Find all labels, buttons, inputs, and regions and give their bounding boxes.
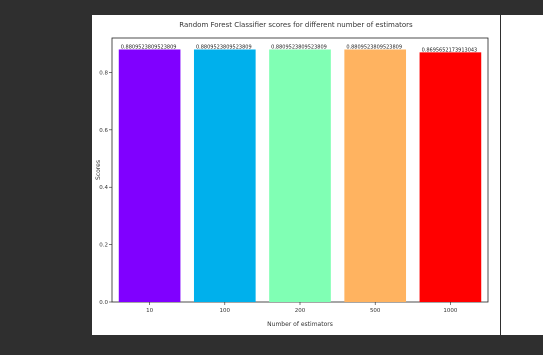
right-edge-border [500,0,501,355]
x-tick-label-1000: 1000 [443,308,457,314]
chart-card: Random Forest Classifier scores for diff… [92,15,500,335]
y-axis-label: Scores [95,160,102,180]
x-tick-label-200: 200 [295,308,306,314]
y-tick-label-4: 0.8 [99,70,108,76]
data-labels-group: 0.8809523809523809 0.8809523809523809 0.88… [121,44,477,53]
x-axis: 10 100 200 500 1000 [146,302,458,314]
data-label-500: 0.8809523809523809 [346,44,402,50]
x-tick-label-10: 10 [146,308,153,314]
chart-title: Random Forest Classifier scores for diff… [179,21,413,29]
bar-100 [193,49,256,303]
data-label-10: 0.8809523809523809 [121,44,177,50]
top-dark-border [0,0,543,15]
bar-1000 [419,52,482,302]
data-label-200: 0.8809523809523809 [271,44,327,50]
y-tick-label-1: 0.2 [99,243,108,249]
bar-500 [344,49,407,303]
bar-200 [269,49,331,303]
bars-group [118,49,482,303]
y-tick-label-0: 0.0 [99,300,108,306]
x-axis-label: Number of estimators [267,321,333,328]
data-label-1000: 0.8695652173913043 [422,47,478,53]
left-dark-border [0,0,92,355]
chart-svg: 0.8809523809523809 0.8809523809523809 0.88… [95,37,489,328]
data-label-100: 0.8809523809523809 [196,44,252,50]
bar-10 [118,49,181,303]
bottom-dark-border [0,335,543,355]
y-axis: 0.0 0.2 0.4 0.6 0.8 [99,70,112,306]
x-tick-label-100: 100 [220,308,231,314]
y-tick-label-3: 0.6 [99,128,108,134]
x-tick-label-500: 500 [370,308,381,314]
y-tick-label-2: 0.4 [99,185,108,191]
